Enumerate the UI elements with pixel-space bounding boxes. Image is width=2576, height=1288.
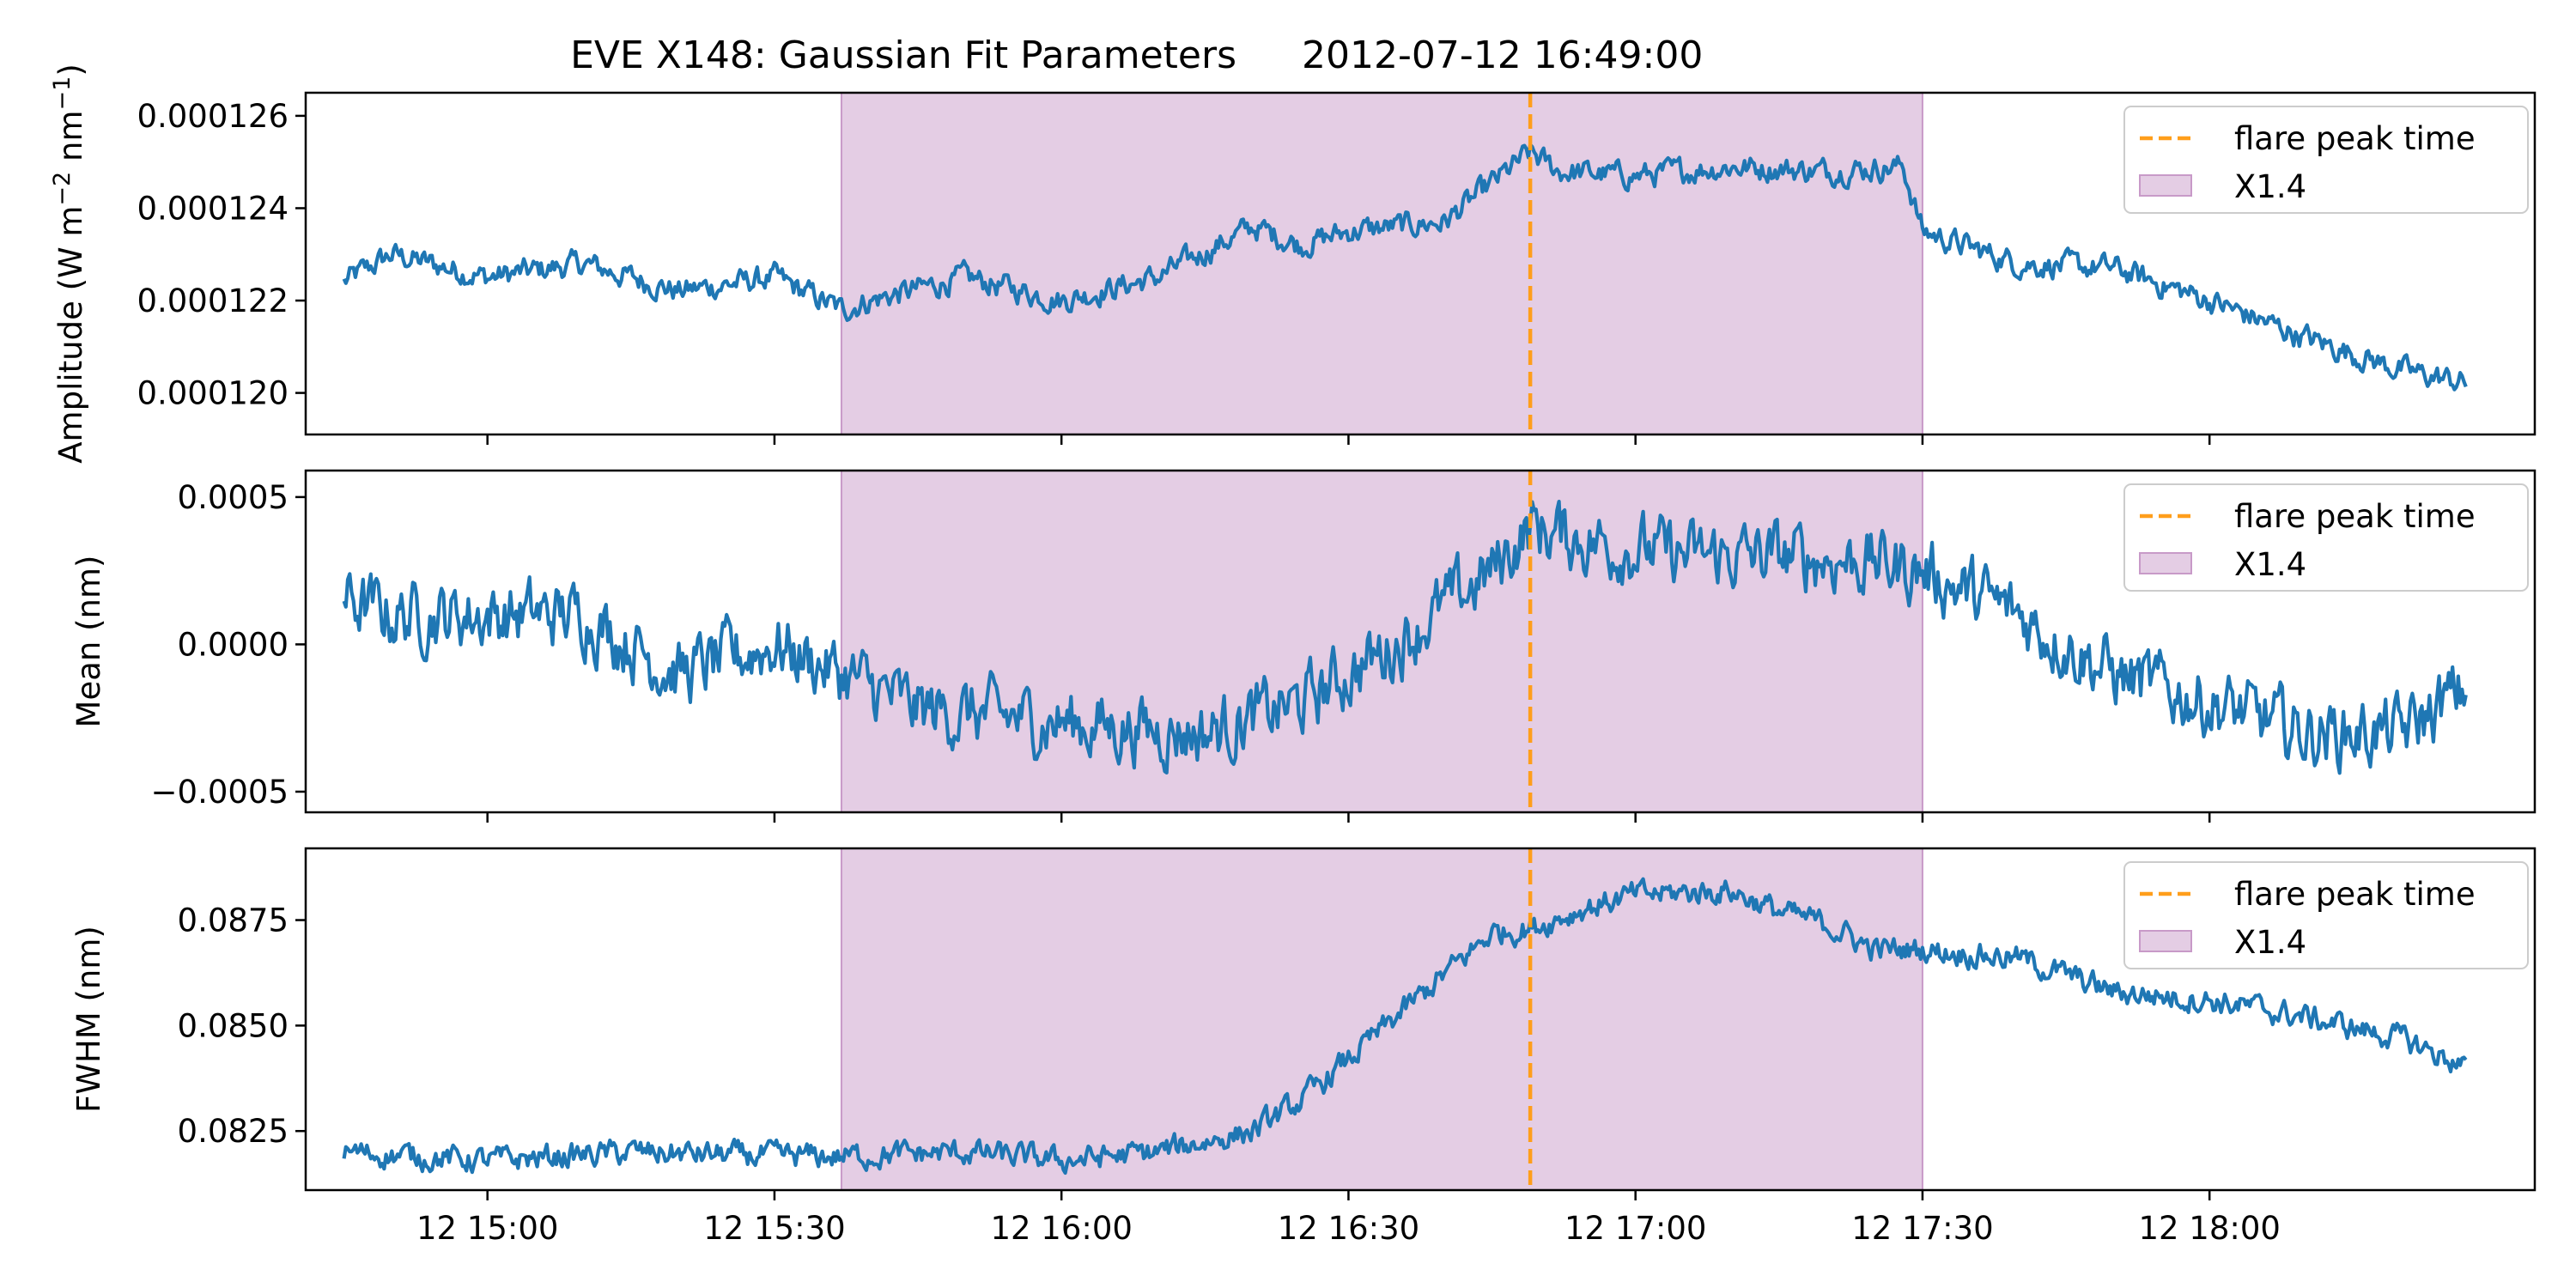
y-tick-label: 0.0875 <box>178 902 289 939</box>
y-axis-label: Mean (nm) <box>70 556 107 728</box>
legend-box <box>2123 483 2529 592</box>
data-series-line <box>342 499 2468 775</box>
y-tick-label: 0.0005 <box>178 479 289 516</box>
panels: 0.000120 0.000122 0.000124 0.000126 Amplitud… <box>49 64 2537 1247</box>
title-right: 2012-07-12 16:49:00 <box>1302 33 1703 77</box>
x-tick-label: 12 16:00 <box>990 1210 1132 1247</box>
data-series-line <box>342 143 2468 392</box>
x-tick-label: 12 15:00 <box>416 1210 558 1247</box>
y-tick-label: 0.0825 <box>178 1113 289 1150</box>
title-left: EVE X148: Gaussian Fit Parameters <box>570 33 1236 77</box>
y-tick-label: 0.000124 <box>137 190 289 227</box>
legend: flare peak time X1.4 <box>2123 483 2529 592</box>
legend-flare-peak-label: flare peak time <box>2234 120 2476 157</box>
legend-region-label: X1.4 <box>2234 546 2306 583</box>
axes-frame <box>304 847 2537 1192</box>
axes-frame <box>304 469 2537 814</box>
y-tick-label: 0.0850 <box>178 1007 289 1044</box>
y-tick-label: 0.000126 <box>137 98 289 135</box>
legend-flare-peak-label: flare peak time <box>2234 498 2476 535</box>
legend: flare peak time X1.4 <box>2123 861 2529 969</box>
y-label-text: ) <box>52 64 89 76</box>
legend-region-swatch <box>2139 552 2192 574</box>
legend-region-label: X1.4 <box>2234 924 2306 961</box>
x-tick-label: 12 16:30 <box>1278 1210 1419 1247</box>
legend: flare peak time X1.4 <box>2123 106 2529 214</box>
panel-3: 0.0825 0.0850 0.0875 12 15:00 12 15:30 12 16:… <box>70 847 2537 1247</box>
legend-region-swatch <box>2139 930 2192 952</box>
flare-region-band <box>840 92 1923 435</box>
flare-region-band <box>840 470 1923 813</box>
x-tick-label: 12 17:00 <box>1564 1210 1706 1247</box>
legend-region-swatch <box>2139 174 2192 197</box>
y-label-text: Amplitude (W m <box>52 206 89 464</box>
x-tick-label: 12 15:30 <box>703 1210 845 1247</box>
panel-2: −0.0005 0.0000 0.0005 Mean (nm) flare peak t… <box>70 469 2537 823</box>
legend-flare-peak-label: flare peak time <box>2234 876 2476 913</box>
y-label-superscript: −1 <box>49 76 76 111</box>
legend-region-label: X1.4 <box>2234 168 2306 205</box>
y-tick-label: 0.000120 <box>137 375 289 412</box>
y-label-superscript: −2 <box>49 172 76 206</box>
legend-box <box>2123 106 2529 214</box>
y-tick-label: 0.000122 <box>137 283 289 319</box>
axes-frame <box>304 91 2537 436</box>
y-tick-label: 0.0000 <box>178 626 289 663</box>
data-series-line <box>342 877 2468 1176</box>
y-axis-label: Amplitude (W m−2 nm−1) <box>49 64 89 464</box>
y-axis-label: FWHM (nm) <box>70 926 107 1113</box>
x-tick-label: 12 18:00 <box>2138 1210 2280 1247</box>
y-label-text: nm <box>52 110 89 171</box>
y-tick-label: −0.0005 <box>151 774 289 811</box>
x-tick-label: 12 17:30 <box>1851 1210 1993 1247</box>
panel-1: 0.000120 0.000122 0.000124 0.000126 Amplitud… <box>49 64 2537 464</box>
legend-box <box>2123 861 2529 969</box>
